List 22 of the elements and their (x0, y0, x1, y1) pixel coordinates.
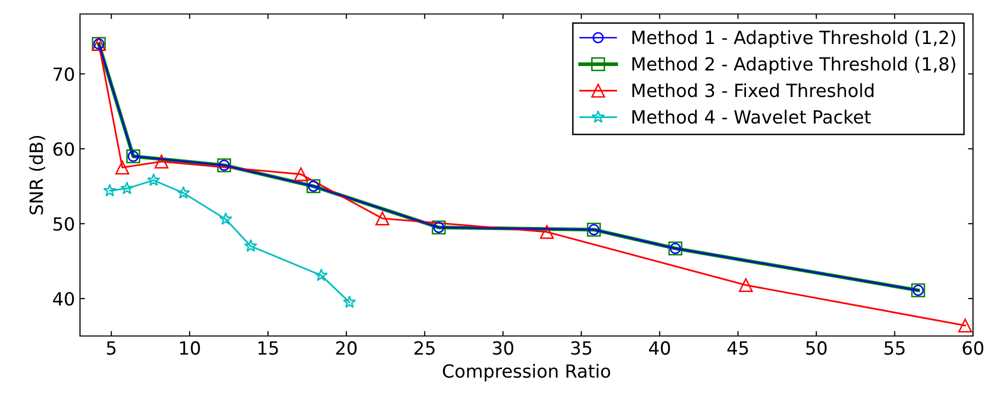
x-tick-label: 5 (106, 341, 116, 355)
y-axis-title: SNR (dB) (29, 136, 46, 214)
x-tick-label: 55 (884, 341, 905, 355)
x-tick-label: 15 (258, 341, 278, 355)
y-tick-label: 70 (54, 67, 74, 82)
y-tick-label: 60 (53, 142, 74, 156)
x-tick-label: 30 (492, 341, 514, 355)
x-tick-label: 50 (806, 341, 827, 355)
y-tick-label: 50 (54, 217, 74, 231)
x-tick-label: 20 (336, 341, 357, 355)
x-tick-label: 25 (414, 341, 435, 355)
x-tick-label: 40 (649, 341, 670, 355)
x-tick-label: 35 (571, 341, 592, 355)
legend-label: Method 1 - Adaptive Threshold (1,2) (632, 30, 956, 48)
legend-label: Method 2 - Adaptive Threshold (1,8) (632, 56, 956, 74)
x-tick-label: 60 (962, 341, 984, 355)
legend-label: Method 4 - Wavelet Packet (632, 110, 871, 124)
y-tick-label: 40 (53, 292, 74, 306)
x-tick-label: 45 (727, 341, 748, 355)
legend-label: Method 3 - Fixed Threshold (632, 83, 874, 98)
x-tick-label: 10 (180, 341, 200, 355)
x-axis-title: Compression Ratio (442, 364, 610, 382)
